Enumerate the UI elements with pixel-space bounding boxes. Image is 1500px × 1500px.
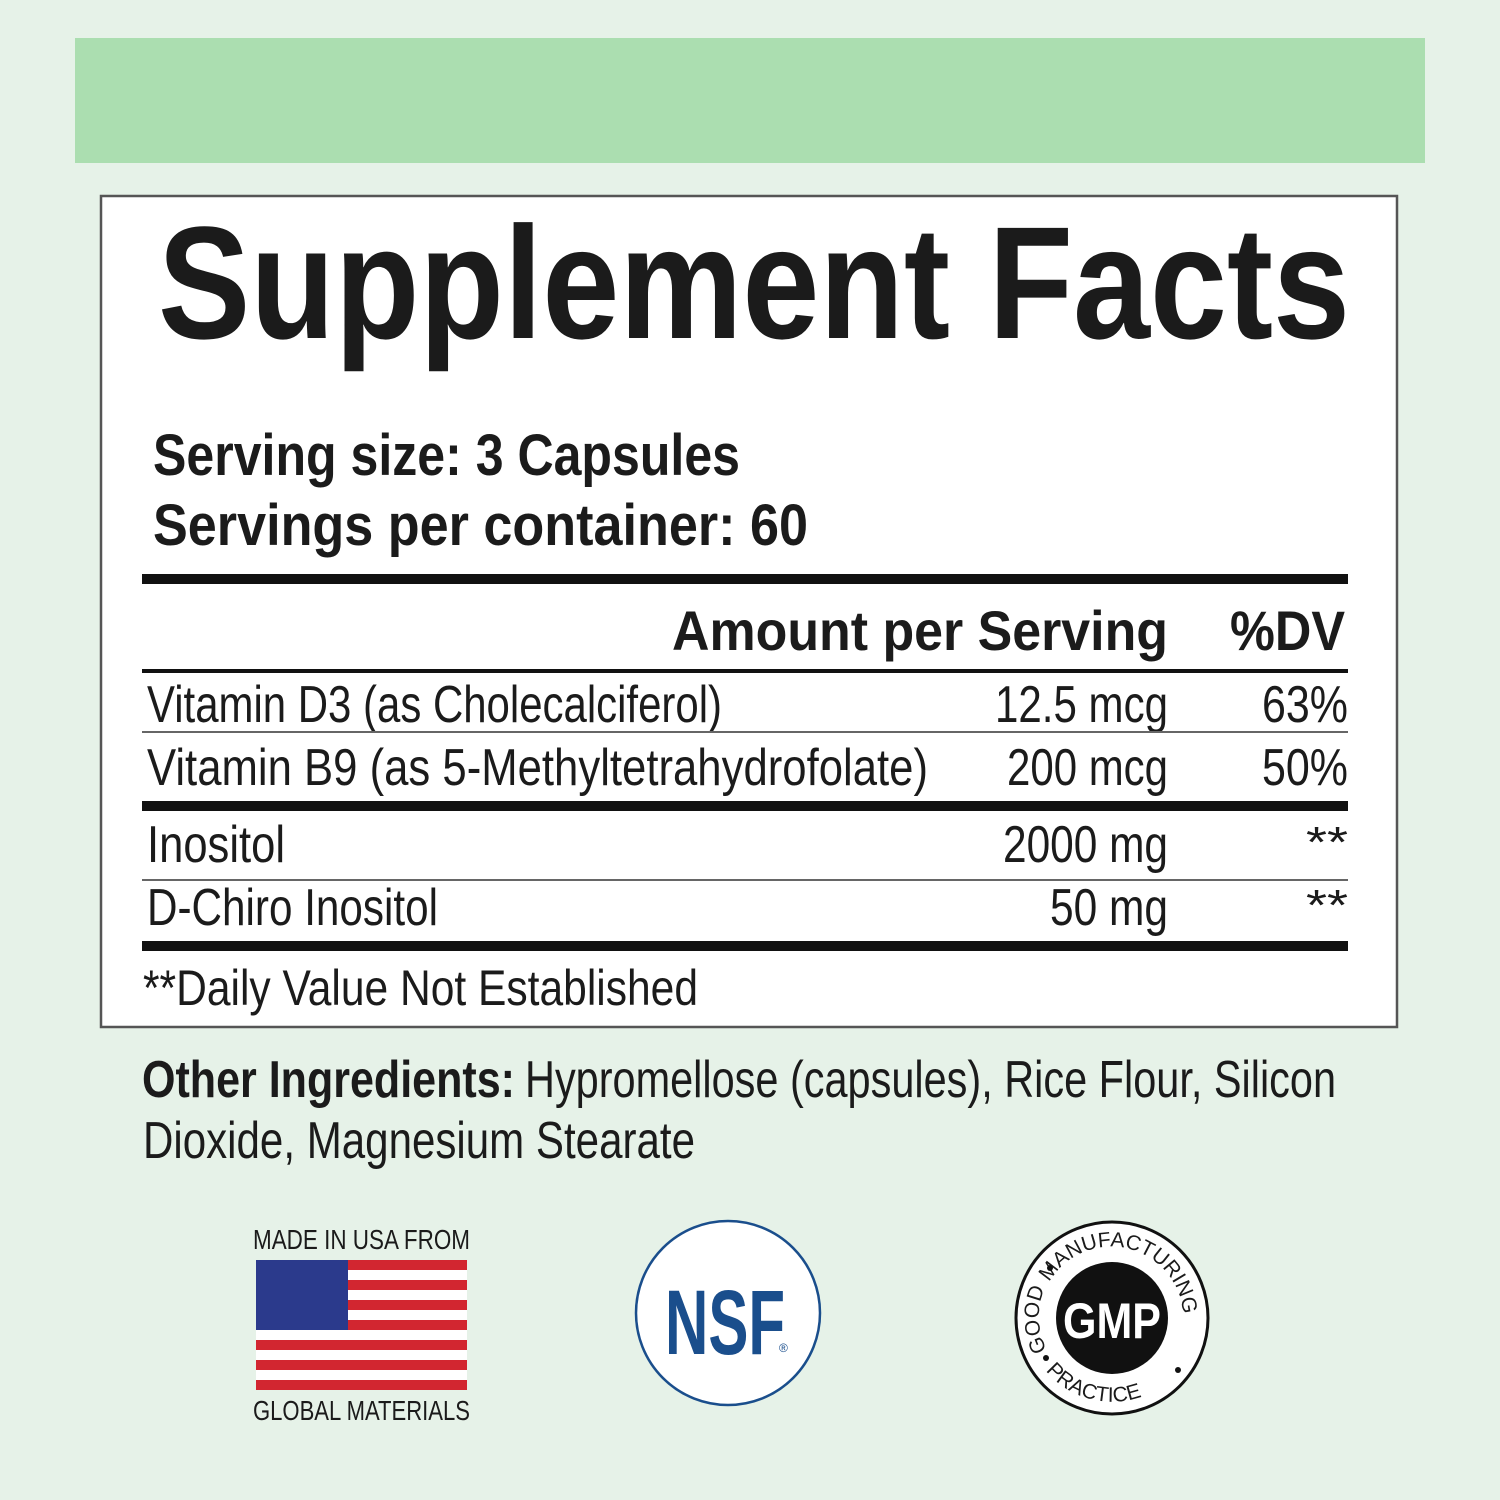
nutrient-amount: 200 mcg bbox=[1007, 739, 1168, 797]
nutrient-name: Inositol bbox=[147, 816, 285, 874]
thick-rule bbox=[142, 941, 1348, 951]
footnote: **Daily Value Not Established bbox=[143, 960, 698, 1016]
nutrient-dv: 63% bbox=[1262, 676, 1348, 734]
nsf-logo: NSF bbox=[665, 1272, 785, 1374]
nutrient-name: D-Chiro Inositol bbox=[147, 879, 438, 937]
gmp-dot bbox=[1047, 1265, 1053, 1271]
nutrient-amount: 12.5 mcg bbox=[995, 676, 1168, 734]
nutrient-dv: 50% bbox=[1262, 739, 1348, 797]
nutrient-name: Vitamin D3 (as Cholecalciferol) bbox=[147, 676, 722, 734]
thick-rule bbox=[142, 801, 1348, 811]
usa-badge-bottom: GLOBAL MATERIALS bbox=[253, 1395, 470, 1426]
other-ingredients-label: Other Ingredients: bbox=[142, 1051, 515, 1109]
dv-header: %DV bbox=[1230, 599, 1345, 662]
nutrient-dv: ** bbox=[1306, 818, 1348, 867]
gmp-logo: GMP bbox=[1063, 1293, 1161, 1349]
nutrient-amount: 2000 mg bbox=[1003, 816, 1168, 874]
facts-panel bbox=[99, 194, 1399, 1029]
amount-header: Amount per Serving bbox=[672, 599, 1168, 662]
nutrient-amount: 50 mg bbox=[1050, 879, 1168, 937]
nsf-registered: ® bbox=[779, 1341, 788, 1355]
nutrient-name: Vitamin B9 (as 5-Methyltetrahydrofolate) bbox=[147, 739, 928, 797]
gmp-dot bbox=[1043, 1355, 1049, 1361]
usa-badge-top: MADE IN USA FROM bbox=[253, 1224, 470, 1255]
top-banner bbox=[75, 38, 1425, 163]
serving-size: Serving size: 3 Capsules bbox=[153, 423, 740, 488]
other-ingredients-text: Hypromellose (capsules), Rice Flour, Sil… bbox=[525, 1051, 1336, 1109]
facts-title: Supplement Facts bbox=[158, 193, 1350, 372]
servings-per-container: Servings per container: 60 bbox=[153, 493, 808, 558]
rule bbox=[142, 669, 1348, 673]
thin-rule bbox=[142, 879, 1348, 881]
thick-rule bbox=[142, 574, 1348, 584]
gmp-dot bbox=[1175, 1367, 1181, 1373]
nutrient-dv: ** bbox=[1306, 881, 1348, 930]
us-flag bbox=[256, 1260, 467, 1390]
other-ingredients-text: Dioxide, Magnesium Stearate bbox=[143, 1112, 695, 1170]
nsf-circle bbox=[634, 1219, 822, 1407]
gmp-inner-circle bbox=[1056, 1262, 1168, 1374]
thin-rule bbox=[142, 731, 1348, 733]
